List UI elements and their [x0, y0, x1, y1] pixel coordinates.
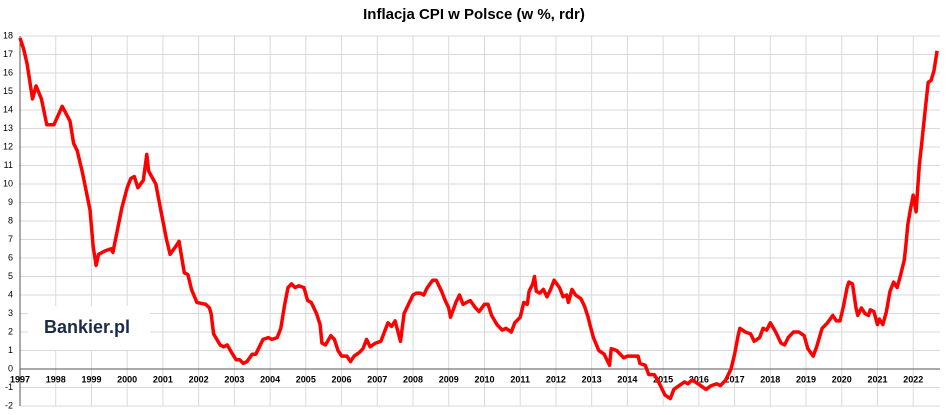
- logo: Bankier.pl: [44, 317, 130, 337]
- x-tick-label: 2011: [510, 374, 530, 384]
- y-tick-label: 10: [3, 178, 13, 188]
- x-tick-label: 2002: [189, 374, 209, 384]
- x-tick-label: 2020: [832, 374, 852, 384]
- x-tick-label: 2007: [367, 374, 387, 384]
- y-tick-label: 8: [8, 215, 13, 225]
- marks: [18, 37, 939, 401]
- y-tick-label: -1: [5, 382, 13, 392]
- x-tick-label: 2022: [903, 374, 923, 384]
- y-tick-label: 3: [8, 308, 13, 318]
- x-tick-label: 2010: [474, 374, 494, 384]
- y-tick-label: 7: [8, 234, 13, 244]
- chart-title: Inflacja CPI w Polsce (w %, rdr): [363, 6, 585, 23]
- logo-box: [28, 306, 150, 350]
- y-tick-label: 6: [8, 252, 13, 262]
- y-tick-label: 5: [8, 271, 13, 281]
- x-tick-label: 2005: [296, 374, 316, 384]
- y-tick-label: 1: [8, 345, 13, 355]
- x-tick-label: 2006: [332, 374, 352, 384]
- x-tick-label: 2001: [153, 374, 173, 384]
- x-tick-label: 2004: [260, 374, 280, 384]
- y-tick-label: 4: [8, 289, 13, 299]
- y-tick-label: 16: [3, 67, 13, 77]
- x-tick-label: 2003: [224, 374, 244, 384]
- x-tick-label: 2017: [725, 374, 745, 384]
- x-tick-label: 2016: [689, 374, 709, 384]
- x-tick-label: 2021: [867, 374, 887, 384]
- x-tick-label: 2015: [653, 374, 673, 384]
- x-tick-label: 2018: [760, 374, 780, 384]
- x-tick-label: 2000: [117, 374, 137, 384]
- y-tick-label: 0: [8, 363, 13, 373]
- y-tick-label: 17: [3, 49, 13, 59]
- y-tick-label: -2: [5, 400, 13, 410]
- y-tick-label: 18: [3, 30, 13, 40]
- x-tick-label: 2019: [796, 374, 816, 384]
- x-tick-label: 2013: [582, 374, 602, 384]
- x-tick-label: 2008: [403, 374, 423, 384]
- y-tick-label: 14: [3, 104, 13, 114]
- x-tick-label: 2012: [546, 374, 566, 384]
- x-tick-label: 2014: [617, 374, 637, 384]
- y-tick-label: 9: [8, 197, 13, 207]
- cpi-line: [18, 37, 939, 401]
- y-tick-label: 11: [4, 160, 13, 170]
- y-tick-label: 2: [8, 326, 13, 336]
- y-tick-label: 12: [3, 141, 13, 151]
- y-tick-label: 15: [3, 86, 13, 96]
- x-tick-label: 2009: [439, 374, 459, 384]
- y-tick-label: 13: [3, 123, 13, 133]
- x-tick-label: 1999: [81, 374, 101, 384]
- x-tick-label: 1998: [46, 374, 66, 384]
